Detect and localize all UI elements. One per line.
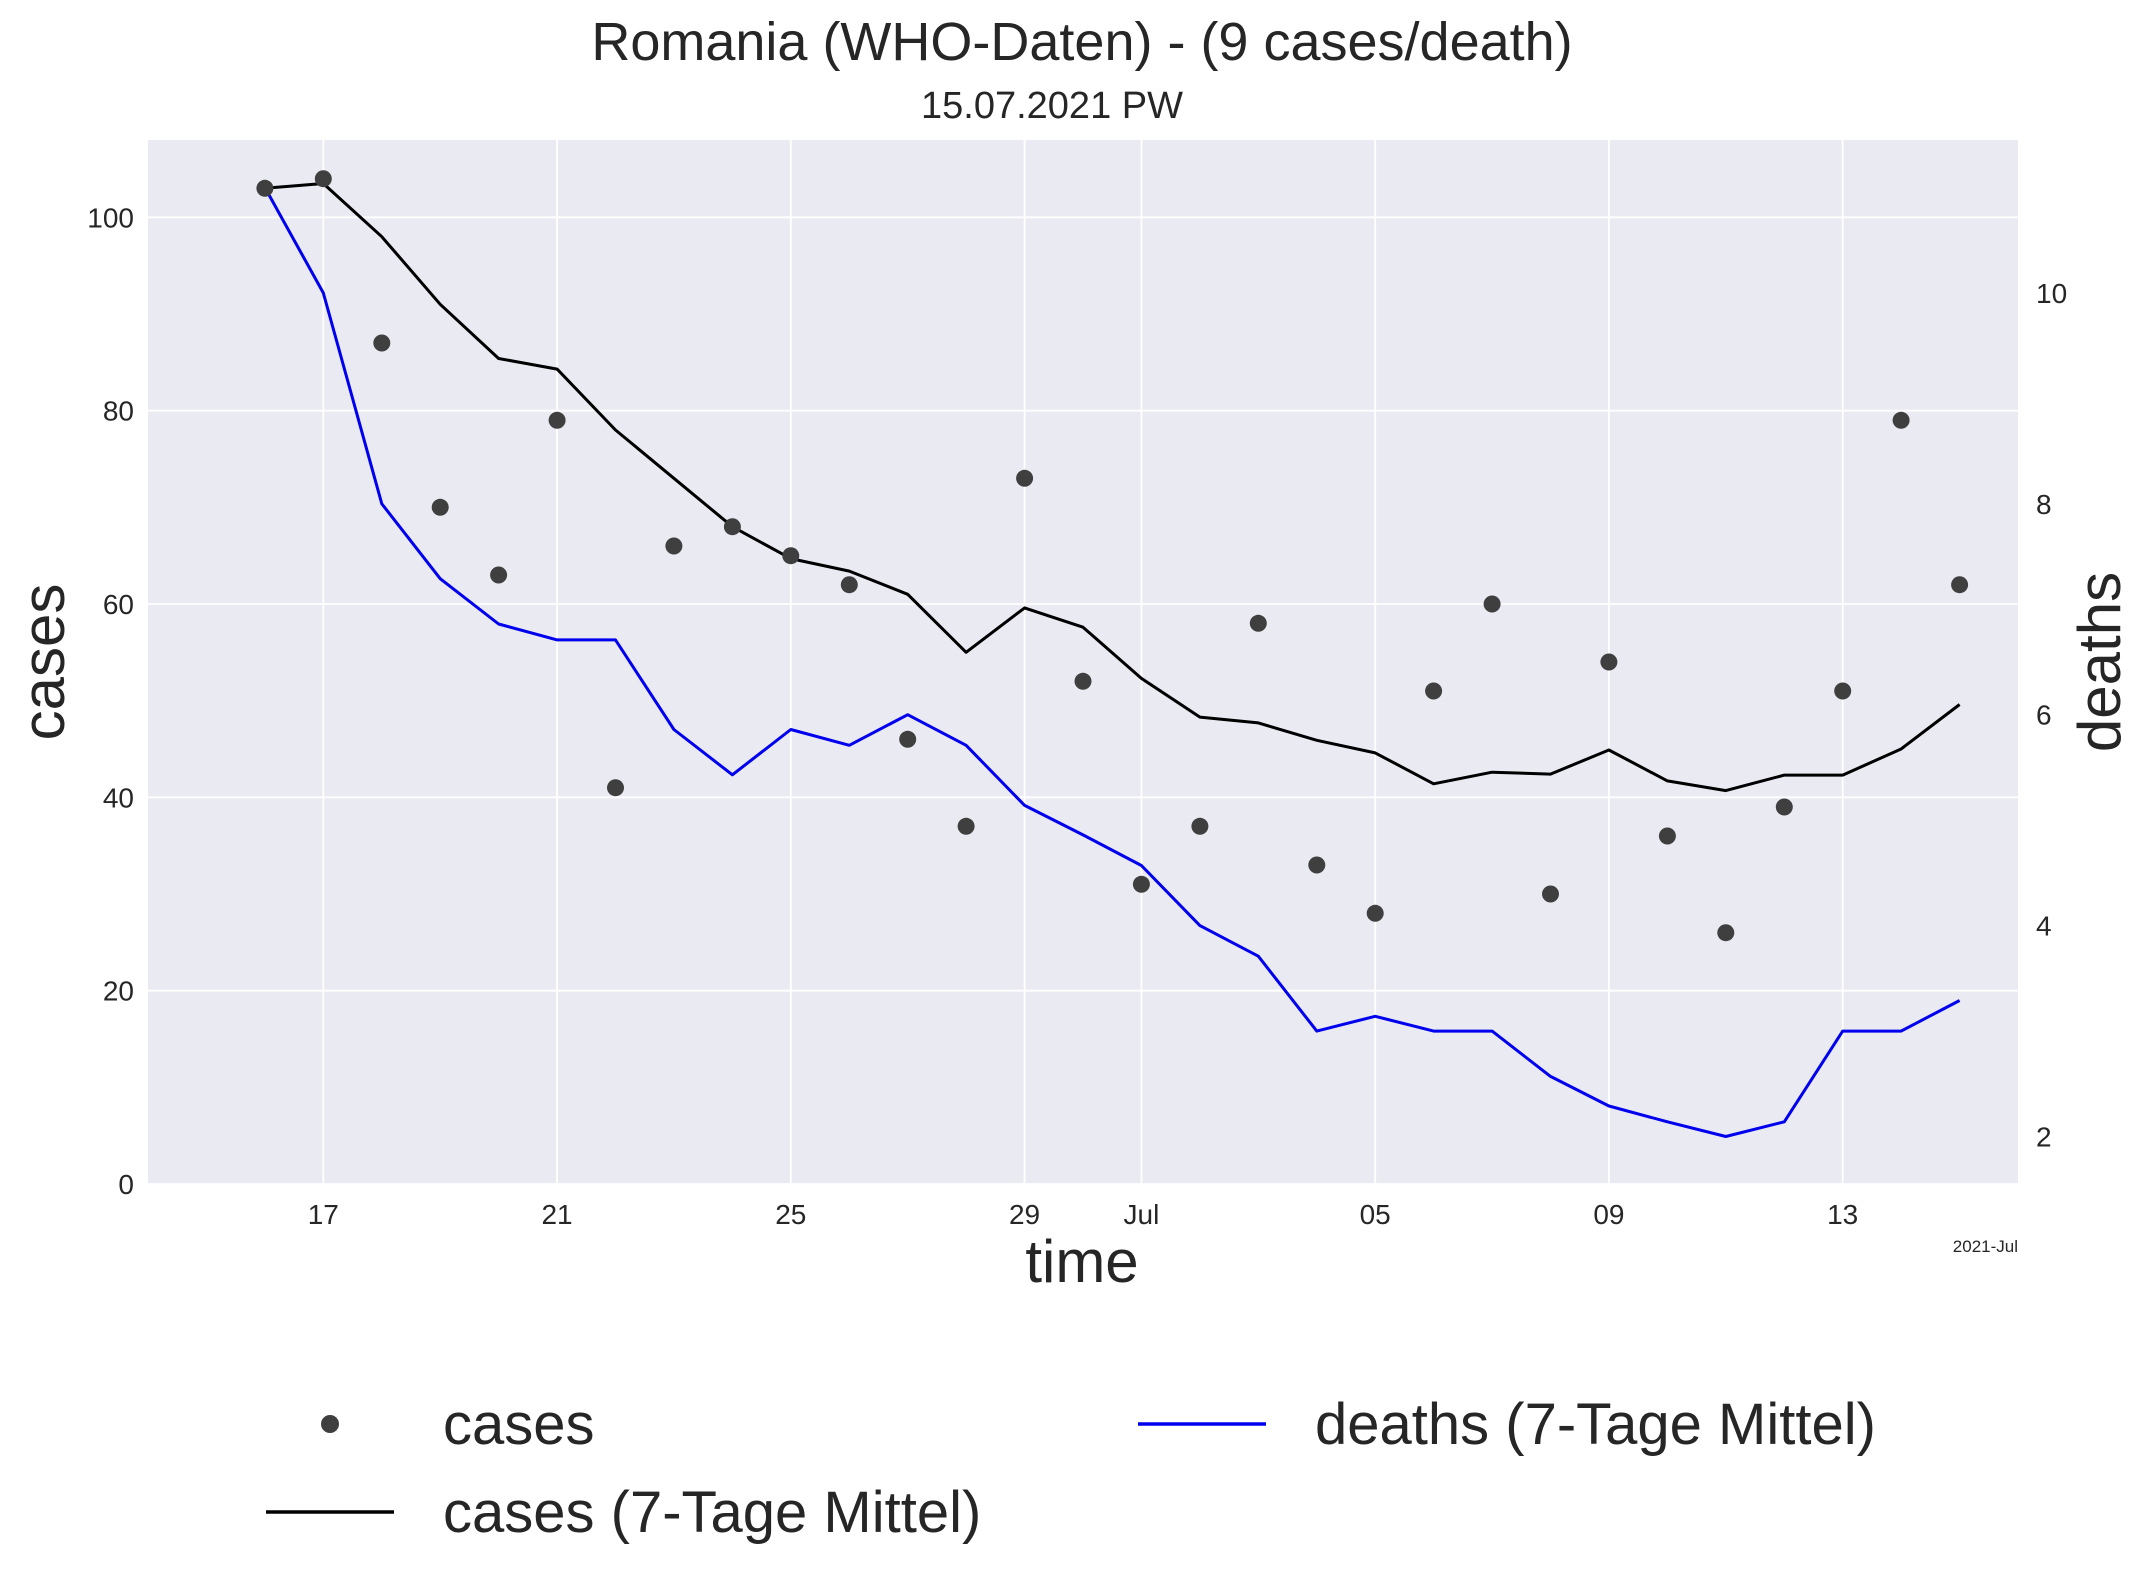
cases-point [548, 411, 566, 429]
x-tick-label: 13 [1827, 1199, 1858, 1230]
right-y-tick-label: 10 [2036, 278, 2067, 309]
left-y-tick-label: 40 [103, 782, 134, 813]
x-axis-label: time [1025, 1228, 1138, 1295]
cases-point [1074, 672, 1092, 690]
plot-area [148, 140, 2018, 1184]
x-tick-label: 17 [308, 1199, 339, 1230]
legend-cases-label: cases [443, 1392, 595, 1457]
cases-avg-line [264, 182, 1961, 793]
deaths-avg-line [263, 186, 1961, 1138]
cases-point [431, 498, 449, 516]
cases-point [1834, 682, 1852, 700]
left-y-tick-label: 100 [87, 202, 134, 233]
x-tick-label: 25 [775, 1199, 806, 1230]
y-axis-label-right: deaths [2066, 572, 2133, 752]
cases-point [1542, 885, 1559, 903]
cases-point [840, 576, 858, 594]
cases-series [256, 170, 1969, 942]
cases-point [665, 537, 683, 555]
right-y-tick-label: 4 [2036, 911, 2052, 942]
cases-point [256, 179, 274, 197]
cases-point [1892, 411, 1910, 429]
y-axis-label-left: cases [10, 584, 77, 741]
cases-point [1425, 682, 1443, 700]
x-tick-label: Jul [1124, 1199, 1160, 1230]
legend-deaths-avg-label: deaths (7-Tage Mittel) [1315, 1392, 1876, 1457]
cases-point [1132, 875, 1150, 893]
chart-title: Romania (WHO-Daten) - (9 cases/death) [591, 12, 1572, 72]
cases-point [607, 779, 624, 797]
cases-point [1366, 904, 1384, 922]
legend-cases-avg-label: cases (7-Tage Mittel) [443, 1480, 981, 1545]
right-y-tick-labels: 2 4 6 8 10 [2036, 278, 2067, 1153]
cases-point [373, 334, 391, 352]
cases-point [1951, 576, 1969, 594]
right-y-tick-label: 8 [2036, 489, 2052, 520]
cases-point [782, 547, 800, 565]
left-y-tick-labels: 0 20 40 60 80 100 [87, 202, 134, 1200]
left-y-tick-label: 20 [103, 976, 134, 1007]
legend: cases cases (7-Tage Mittel) deaths (7-Ta… [266, 1392, 1876, 1545]
x-tick-label: 05 [1360, 1199, 1391, 1230]
right-y-tick-label: 6 [2036, 700, 2052, 731]
x-tick-labels: 17 21 25 29 Jul 05 09 13 [308, 1199, 1859, 1230]
cases-point [1483, 595, 1501, 613]
cases-point [899, 730, 917, 748]
cases-point [957, 817, 975, 835]
x-offset-label: 2021-Jul [1953, 1237, 2018, 1256]
left-y-tick-label: 80 [103, 396, 134, 427]
cases-point [1717, 924, 1735, 942]
cases-point [1658, 827, 1676, 845]
chart-subtitle: 15.07.2021 PW [921, 85, 1183, 127]
left-y-tick-label: 60 [103, 589, 134, 620]
deaths-avg-series [263, 186, 1961, 1138]
grid [148, 140, 2018, 1185]
right-y-tick-label: 2 [2036, 1122, 2052, 1153]
x-tick-label: 29 [1009, 1199, 1040, 1230]
cases-point [1191, 817, 1209, 835]
legend-cases-marker [321, 1415, 339, 1433]
cases-point [1249, 614, 1267, 632]
cases-point [723, 518, 741, 536]
cases-point [1308, 856, 1326, 874]
x-tick-label: 21 [541, 1199, 572, 1230]
x-tick-label: 09 [1593, 1199, 1624, 1230]
cases-point [314, 170, 332, 188]
cases-point [1775, 798, 1793, 816]
cases-point [1600, 653, 1618, 671]
cases-point [1016, 469, 1034, 487]
cases-point [490, 566, 508, 584]
left-y-tick-label: 0 [118, 1169, 134, 1200]
cases-avg-series [264, 182, 1961, 793]
